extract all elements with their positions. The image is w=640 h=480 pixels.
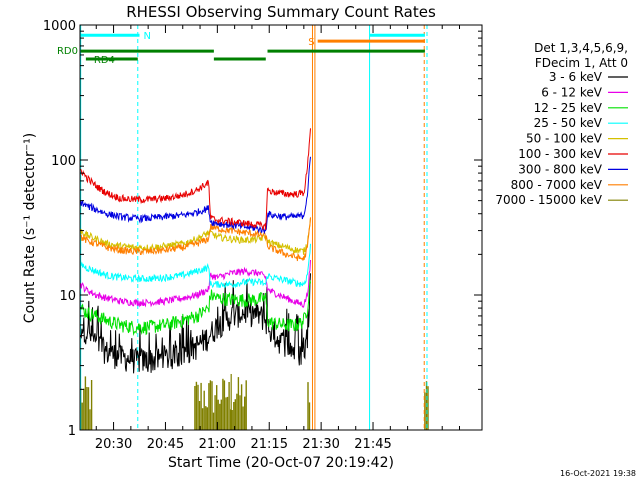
x-tick-label: 21:30 (302, 437, 339, 452)
y-axis: 1 10 100 1000 (43, 19, 482, 439)
y-tick-label: 10 (59, 289, 76, 304)
legend-label: 3 - 6 keV (549, 70, 603, 84)
legend-header: Det 1,3,4,5,6,9, (534, 41, 628, 55)
x-tick-label: 21:15 (251, 437, 288, 452)
chart-title: RHESSI Observing Summary Count Rates (126, 3, 436, 21)
status-label-RD0: RD0 (57, 46, 78, 57)
series-line-25-50keV (80, 243, 311, 289)
legend: Det 1,3,4,5,6,9,FDecim 1, Att 03 - 6 keV… (495, 41, 628, 207)
plot-area: N S RD0 RD4 (57, 25, 429, 430)
legend-label: 12 - 25 keV (534, 101, 603, 115)
y-tick-label: 1000 (43, 19, 76, 34)
y-tick-label: 100 (51, 154, 76, 169)
series-line-100-300keV (80, 128, 311, 231)
series-line-800-7000keV (80, 217, 311, 262)
plot-frame (79, 24, 483, 431)
series-line-300-800keV (80, 156, 311, 235)
series-line-12-25keV (80, 280, 311, 336)
y-tick-label: 1 (68, 424, 76, 439)
olive-block-0 (79, 376, 93, 430)
status-label-N: N (144, 31, 151, 42)
series-line-50-100keV (80, 217, 311, 255)
legend-label: 6 - 12 keV (541, 85, 603, 99)
x-tick-label: 21:45 (354, 437, 391, 452)
x-tick-label: 21:00 (199, 437, 236, 452)
legend-label: 50 - 100 keV (526, 132, 603, 146)
status-label-S: S (308, 37, 314, 48)
legend-header: FDecim 1, Att 0 (535, 56, 628, 70)
y-axis-label: Count Rate (s⁻¹ detector⁻¹) (22, 133, 38, 323)
olive-block-3 (424, 381, 429, 430)
legend-label: 7000 - 15000 keV (495, 193, 602, 207)
olive-block-1 (194, 377, 247, 430)
legend-label: 300 - 800 keV (518, 162, 602, 176)
x-tick-label: 20:30 (95, 437, 132, 452)
legend-label: 25 - 50 keV (534, 116, 603, 130)
olive-block-2 (307, 382, 311, 430)
series-line-6-12keV (80, 259, 311, 308)
legend-label: 100 - 300 keV (518, 147, 602, 161)
x-axis-label: Start Time (20-Oct-07 20:19:42) (168, 455, 394, 471)
x-axis: 20:30 20:45 21:00 21:15 21:30 21:45 (95, 25, 461, 452)
status-label-RD4: RD4 (94, 55, 115, 66)
footer-timestamp: 16-Oct-2021 19:38 (560, 469, 636, 478)
x-tick-label: 20:45 (147, 437, 184, 452)
legend-label: 800 - 7000 keV (511, 178, 603, 192)
